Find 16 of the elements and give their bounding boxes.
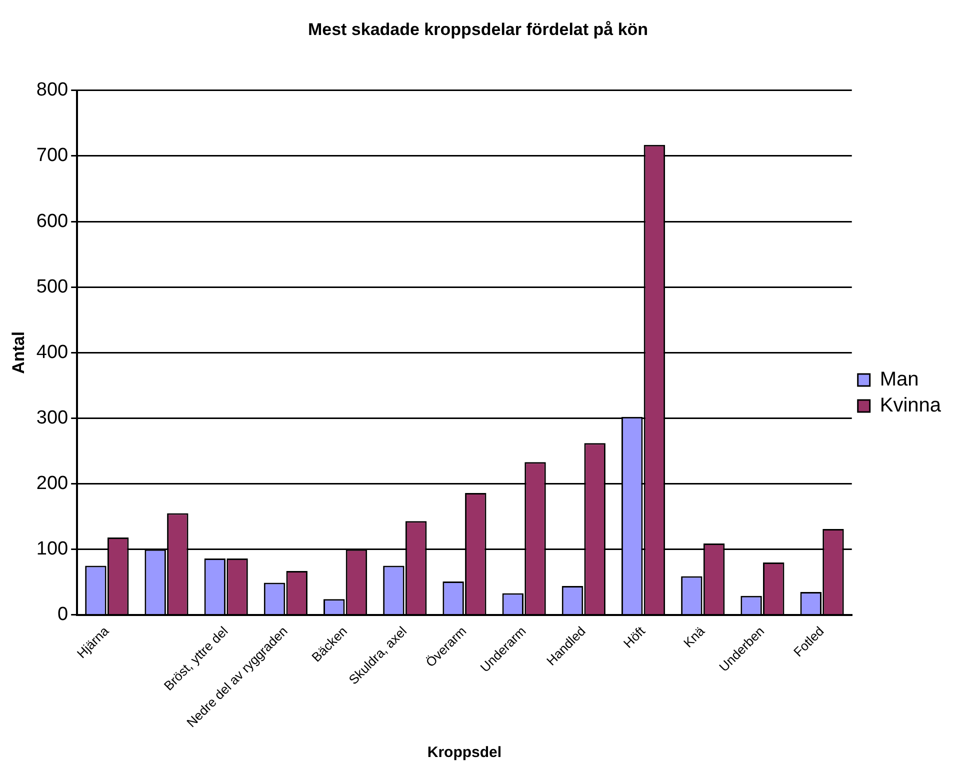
legend-label: Man [880,368,919,391]
y-tick-label: 300 [36,407,68,428]
y-tick-label: 800 [36,80,68,101]
x-tick-label: Knä [680,622,708,650]
legend-label: Kvinna [880,394,942,417]
y-tick-label: 400 [36,342,68,363]
y-tick-label: 700 [36,145,68,166]
chart-title: Mest skadade kroppsdelar fördelat på kön [308,20,648,39]
y-tick-label: 100 [36,538,68,560]
y-tick-label: 500 [36,276,68,298]
y-tick-label: 200 [36,473,68,494]
y-axis-title: Antal [8,331,28,374]
y-tick-label: 600 [36,210,68,232]
x-tick-label: Höft [620,623,648,651]
y-tick-label: 0 [58,604,68,626]
x-axis-title: Kroppsdel [427,744,502,762]
